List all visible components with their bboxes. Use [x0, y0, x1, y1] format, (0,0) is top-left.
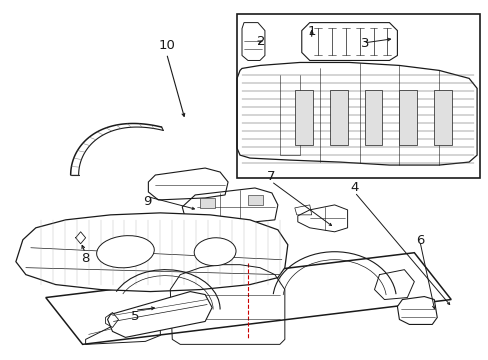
- Text: 6: 6: [415, 234, 423, 247]
- Polygon shape: [16, 213, 287, 292]
- Ellipse shape: [97, 236, 154, 268]
- Text: 5: 5: [130, 310, 139, 323]
- Bar: [329, 90, 347, 145]
- Bar: [433, 90, 451, 145]
- Text: 8: 8: [81, 252, 89, 265]
- Text: 2: 2: [256, 35, 265, 49]
- Text: 4: 4: [350, 181, 358, 194]
- Bar: [200, 198, 215, 208]
- Bar: [294, 90, 312, 145]
- Text: 7: 7: [266, 170, 275, 183]
- Polygon shape: [297, 205, 347, 232]
- Bar: [399, 90, 416, 145]
- Text: 3: 3: [360, 36, 369, 50]
- Bar: [364, 90, 382, 145]
- Text: 10: 10: [158, 39, 175, 52]
- Bar: [247, 195, 263, 205]
- Ellipse shape: [194, 238, 236, 266]
- Polygon shape: [46, 253, 450, 345]
- Polygon shape: [397, 297, 436, 324]
- Text: 1: 1: [307, 25, 315, 38]
- Polygon shape: [107, 292, 212, 337]
- Text: 9: 9: [142, 195, 151, 208]
- Bar: [237, 14, 479, 178]
